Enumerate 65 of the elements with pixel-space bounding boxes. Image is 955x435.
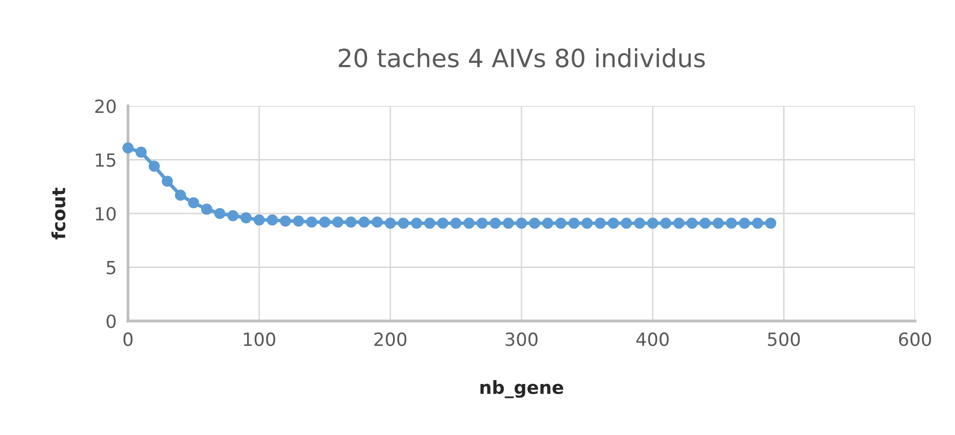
x-axis-title: nb_gene [480,380,564,398]
point [529,218,540,229]
point [240,212,252,224]
point [332,216,344,228]
point [463,218,475,229]
point [188,197,200,208]
point [280,215,291,227]
point [398,218,410,229]
x-tick-label: 600 [899,332,932,346]
y-tick-label: 20 [95,99,116,114]
point [608,218,619,229]
point [686,218,698,229]
point [266,214,278,226]
x-tick-label: 200 [374,332,406,346]
point [726,218,737,229]
point [424,218,436,229]
point [542,218,554,229]
y-tick-label: 10 [96,206,116,221]
point [555,218,566,229]
y-tick-label: 5 [106,260,116,274]
point [372,216,383,228]
point [214,208,226,220]
point [502,218,514,229]
x-tick-label: 300 [506,332,538,346]
point [490,218,501,229]
chart-title: 20 taches 4 AIVs 80 individus [338,48,705,68]
point [306,216,318,228]
y-tick-label: 0 [106,314,116,328]
point [752,218,764,229]
y-axis-title: fcout [51,188,66,240]
point [162,176,173,187]
point [516,218,528,229]
point [620,218,632,229]
point [738,218,750,229]
point [384,218,396,229]
point [568,218,580,229]
point [254,214,265,226]
point [476,218,488,229]
y-tick-label: 15 [96,153,116,167]
point [594,218,606,229]
point [174,190,186,201]
point [227,210,238,222]
point [358,216,370,228]
x-tick-label: 100 [244,332,276,346]
point [122,142,134,154]
point [292,215,304,227]
x-tick-label: 400 [636,332,669,346]
point [660,218,672,229]
point [201,204,212,215]
point [647,218,658,229]
point [345,216,357,228]
point [700,218,711,229]
point [450,218,462,229]
point [411,218,422,229]
x-tick-label: 0 [123,332,133,346]
point [673,218,684,229]
point [437,218,448,229]
point [582,218,593,229]
point [319,216,330,228]
point [712,218,724,229]
point [634,218,646,229]
point [765,218,776,229]
x-tick-label: 500 [768,332,800,346]
point [136,146,147,158]
point [148,160,160,172]
